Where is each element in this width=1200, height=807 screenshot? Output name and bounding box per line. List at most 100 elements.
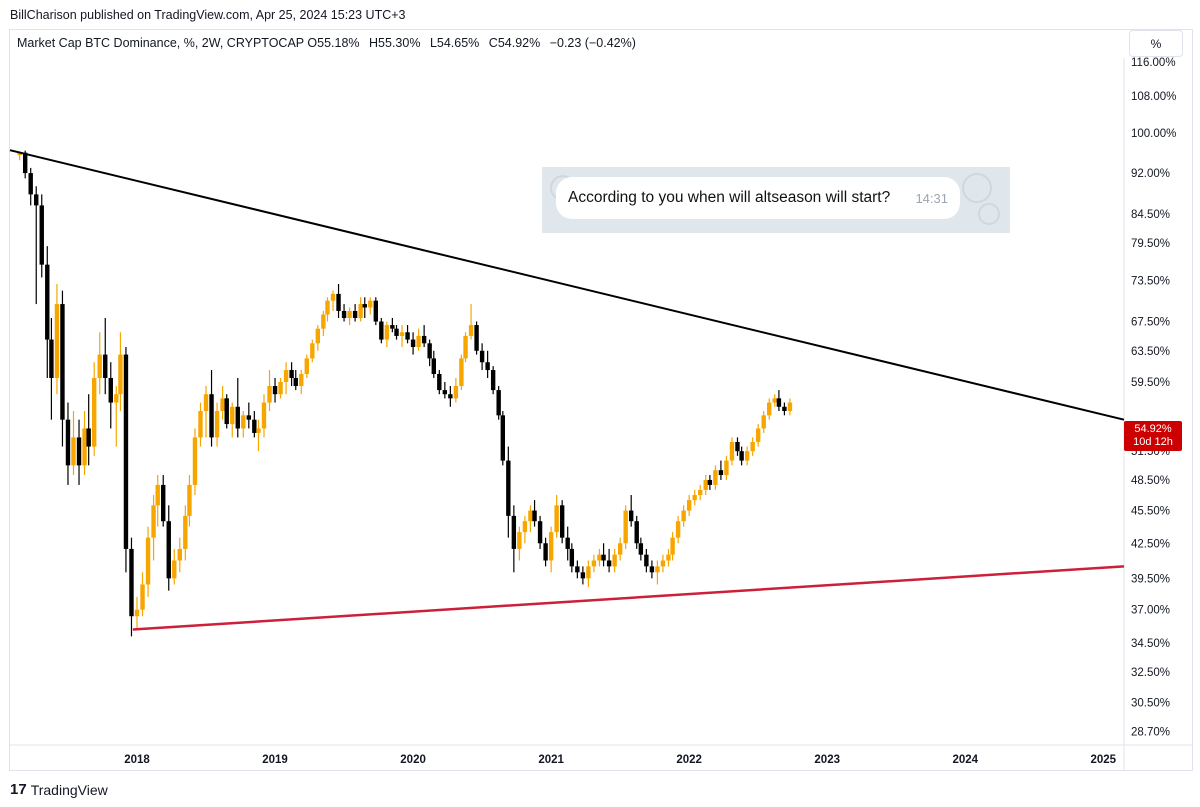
candle-body: [707, 479, 713, 485]
candle-body: [39, 205, 44, 265]
candle-body: [92, 377, 97, 447]
candle-body: [755, 428, 761, 442]
candle-body: [628, 510, 634, 522]
candle-body: [569, 548, 575, 567]
candle-body: [496, 390, 501, 416]
x-tick-label: 2019: [262, 754, 288, 766]
candle-body: [272, 386, 278, 395]
candle-body: [310, 343, 315, 359]
change-value: −0.23 (−0.42%): [549, 36, 636, 50]
candle-body: [123, 354, 129, 549]
message-text: According to you when will altseason wil…: [568, 189, 891, 206]
candle-body: [698, 489, 703, 496]
candle-body: [155, 484, 160, 506]
candle-body: [241, 415, 246, 429]
candle-body: [76, 437, 82, 466]
candle-body: [289, 370, 294, 378]
candle-body: [410, 339, 416, 348]
candle-body: [140, 584, 145, 610]
symbol-label[interactable]: Market Cap BTC Dominance, %, 2W, CRYPTOC…: [17, 36, 304, 50]
candle-body: [474, 325, 479, 351]
candle-body: [655, 566, 660, 573]
candle-body: [421, 335, 427, 344]
candle-body: [485, 362, 490, 371]
y-tick-label: 30.50%: [1131, 697, 1170, 709]
percent-scale-button[interactable]: %: [1129, 30, 1183, 57]
candle-body: [151, 505, 156, 538]
candle-body: [358, 304, 363, 318]
candle-body: [617, 543, 623, 555]
candle-body: [739, 451, 744, 461]
candle-body: [394, 328, 399, 336]
candle-body: [735, 441, 740, 452]
low-key: L: [429, 36, 437, 50]
candle-body: [772, 398, 777, 403]
y-tick-label: 39.50%: [1131, 573, 1170, 585]
candle-body: [379, 321, 384, 340]
candle-body: [368, 300, 373, 308]
candle-body: [373, 300, 379, 322]
tradingview-logo-icon: 17: [10, 781, 27, 798]
candle-body: [427, 343, 432, 359]
candle-body: [649, 566, 655, 573]
candle-body: [782, 406, 787, 412]
x-tick-label: 2024: [952, 754, 978, 766]
candle-body: [729, 441, 735, 461]
candle-body: [347, 310, 352, 318]
candle-body: [761, 415, 766, 429]
candle-body: [278, 381, 283, 395]
support-trendline: [132, 565, 1125, 631]
candle-body: [744, 451, 750, 461]
x-tick-label: 2020: [400, 754, 426, 766]
chart-legend: Market Cap BTC Dominance, %, 2W, CRYPTOC…: [17, 36, 642, 50]
candle-body: [718, 470, 724, 476]
candle-body: [554, 505, 559, 533]
candle-body: [183, 515, 188, 549]
bar-countdown: 10d 12h: [1133, 436, 1173, 448]
candle-body: [325, 300, 330, 315]
candle-body: [177, 548, 182, 561]
y-tick-label: 100.00%: [1131, 128, 1176, 140]
candle-body: [459, 358, 464, 387]
candle-body: [34, 194, 39, 206]
open-value: 55.18%: [317, 36, 360, 50]
candle-body: [543, 543, 548, 561]
candle-body: [198, 411, 203, 438]
candle-body: [532, 510, 537, 522]
candle-body: [267, 386, 272, 403]
candle-body: [490, 370, 496, 391]
candle-body: [129, 548, 134, 617]
candle-body: [591, 560, 597, 567]
candle-body: [22, 152, 28, 174]
last-price-badge: 54.92% 10d 12h: [1124, 421, 1182, 451]
y-tick-label: 63.50%: [1131, 346, 1170, 358]
candle-body: [511, 515, 517, 549]
candle-body: [468, 325, 474, 336]
candle-body: [597, 554, 602, 561]
doodle-circle: [962, 173, 992, 203]
candle-body: [28, 173, 33, 195]
footer-brand[interactable]: 17 TradingView: [10, 781, 108, 798]
candle-body: [60, 304, 65, 420]
publisher-line: BillCharison published on TradingView.co…: [10, 8, 406, 22]
low-value: 54.65%: [436, 36, 480, 50]
candle-body: [453, 386, 459, 399]
candle-body: [787, 402, 793, 412]
candle-body: [114, 394, 119, 403]
candle-body: [71, 437, 76, 466]
candle-body: [767, 402, 772, 416]
candle-body: [670, 537, 675, 555]
candle-body: [118, 354, 123, 395]
candle-body: [506, 460, 511, 516]
candle-body: [634, 521, 639, 544]
candle-body: [559, 505, 565, 538]
candle-body: [103, 354, 108, 378]
candle-body: [299, 373, 304, 387]
x-tick-label: 2018: [124, 754, 150, 766]
candle-body: [97, 354, 102, 378]
candle-body: [45, 264, 50, 340]
candle-body: [261, 402, 267, 429]
candle-body: [293, 377, 298, 387]
high-value: 55.30%: [378, 36, 421, 50]
